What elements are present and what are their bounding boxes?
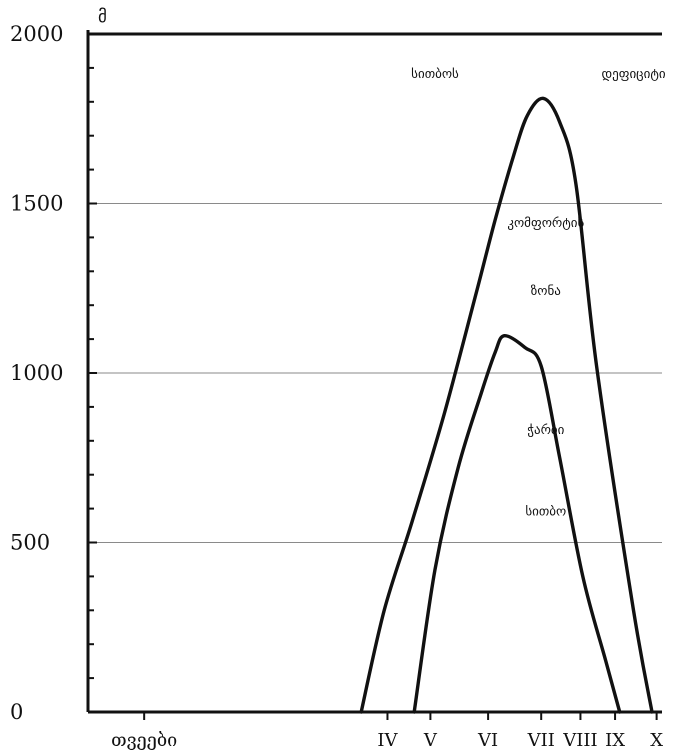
annotations: სითბოს დეფიციტი კომფორტის ზონა ჭარბი სითბო xyxy=(411,67,666,519)
y-tick-label: 500 xyxy=(10,531,50,555)
y-tick-label: 1000 xyxy=(10,361,63,385)
annotation-label: სითბო xyxy=(525,504,566,519)
y-tick-labels: 0 500 1000 1500 2000 xyxy=(10,22,63,724)
x-tick-label: თვეები xyxy=(111,730,177,751)
outer-curve xyxy=(359,96,654,714)
x-tick-label: V xyxy=(423,730,438,751)
y-tick-label: 1500 xyxy=(10,192,63,216)
y-axis-unit: მ xyxy=(98,7,107,27)
x-tick-label: VI xyxy=(477,730,498,751)
curves xyxy=(359,96,654,714)
annotation-label: სითბოს xyxy=(411,67,459,82)
x-tick-label: IX xyxy=(605,730,625,751)
y-tick-label: 2000 xyxy=(10,22,63,46)
annotation-label: ჭარბი xyxy=(527,423,564,438)
x-tick-label: VII xyxy=(527,730,555,751)
x-tick-label: X xyxy=(650,730,663,751)
annotation-label: კომფორტის xyxy=(507,216,584,231)
x-tick-label: IV xyxy=(377,730,398,751)
x-tick-labels: თვეები IV V VI VII VIII IX X xyxy=(111,730,663,751)
x-tick-label: VIII xyxy=(562,730,597,751)
axes xyxy=(86,30,662,720)
gridlines xyxy=(88,33,662,543)
annotation-label: ზონა xyxy=(531,284,561,299)
annotation-label: დეფიციტი xyxy=(601,67,665,82)
y-tick-label: 0 xyxy=(10,700,23,724)
inner-curve xyxy=(412,333,622,714)
